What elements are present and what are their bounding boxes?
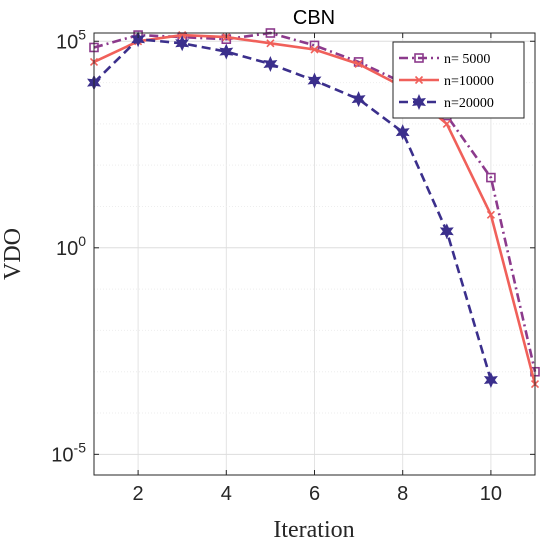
chart-title: CBN [293, 7, 335, 29]
data-point-x [310, 45, 319, 54]
data-point-star [307, 72, 322, 89]
x-axis-label: Iteration [273, 517, 354, 541]
x-tick-label: 4 [221, 483, 232, 505]
data-point-star [131, 31, 146, 48]
legend-entry: n=10000 [399, 74, 494, 89]
data-point-x [442, 119, 451, 128]
x-marker-stroke [354, 59, 363, 69]
series-layer [87, 28, 540, 389]
series-line [93, 31, 537, 372]
data-point-x [266, 39, 275, 48]
legend-label: n= 5000 [444, 52, 490, 67]
x-marker-stroke [442, 119, 451, 128]
data-point-square [486, 172, 496, 183]
data-point-x [354, 59, 363, 69]
data-point-x [486, 210, 495, 219]
legend-entry: n= 5000 [399, 52, 490, 67]
series-line [93, 37, 493, 381]
x-tick-label: 2 [133, 483, 144, 505]
legend-label: n=10000 [444, 74, 494, 89]
x-marker-stroke [414, 75, 424, 85]
data-point-star [439, 223, 454, 240]
legend-label: n=20000 [444, 96, 494, 111]
y-tick-label: 105 [56, 26, 86, 53]
data-point-star [351, 91, 366, 108]
series-2 [87, 31, 498, 388]
x-marker-stroke [310, 45, 319, 54]
x-marker-stroke [486, 210, 495, 219]
data-point-star [175, 35, 190, 52]
tick-labels: 2 4 6 8 10 105 100 10-5 [51, 26, 535, 505]
y-axis-label: VDO [0, 228, 26, 280]
data-point-x [414, 75, 424, 85]
data-point-star [483, 372, 498, 388]
data-point-star [395, 124, 410, 141]
x-tick-label: 10 [480, 483, 502, 505]
x-marker-stroke [266, 39, 275, 48]
x-tick-label: 8 [397, 483, 408, 505]
data-point-star [412, 94, 426, 110]
y-tick-label: 10-5 [51, 439, 86, 466]
legend-entry: n=20000 [399, 94, 494, 111]
data-point-star [263, 56, 278, 72]
data-point-square [414, 53, 424, 63]
legend: n= 5000 n=10000 n=20000 [392, 41, 525, 119]
x-tick-label: 6 [309, 483, 320, 505]
data-point-star [219, 43, 234, 60]
y-tick-label: 100 [56, 233, 86, 260]
